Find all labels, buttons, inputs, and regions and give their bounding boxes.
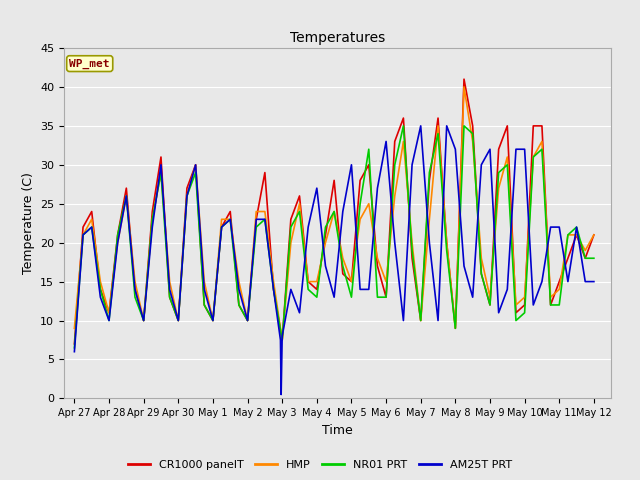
AM25T PRT: [277, 392, 285, 397]
NR01 PRT: [252, 224, 260, 230]
HMP: [590, 232, 598, 238]
AM25T PRT: [417, 123, 424, 129]
Legend: CR1000 panelT, HMP, NR01 PRT, AM25T PRT: CR1000 panelT, HMP, NR01 PRT, AM25T PRT: [124, 456, 516, 474]
AM25T PRT: [581, 279, 589, 285]
CR1000 panelT: [382, 294, 390, 300]
HMP: [70, 325, 78, 331]
CR1000 panelT: [252, 216, 260, 222]
Line: AM25T PRT: AM25T PRT: [74, 126, 594, 395]
Line: NR01 PRT: NR01 PRT: [74, 126, 594, 348]
NR01 PRT: [348, 294, 355, 300]
NR01 PRT: [175, 318, 182, 324]
CR1000 panelT: [70, 341, 78, 347]
Title: Temperatures: Temperatures: [290, 32, 385, 46]
X-axis label: Time: Time: [322, 424, 353, 437]
HMP: [460, 84, 468, 90]
NR01 PRT: [529, 154, 537, 160]
HMP: [391, 193, 399, 199]
AM25T PRT: [235, 287, 243, 292]
Line: CR1000 panelT: CR1000 panelT: [74, 79, 594, 344]
CR1000 panelT: [175, 318, 182, 324]
CR1000 panelT: [590, 232, 598, 238]
CR1000 panelT: [529, 123, 537, 129]
HMP: [252, 209, 260, 215]
NR01 PRT: [590, 255, 598, 261]
HMP: [192, 162, 200, 168]
HMP: [356, 216, 364, 222]
NR01 PRT: [382, 294, 390, 300]
AM25T PRT: [70, 349, 78, 355]
CR1000 panelT: [348, 279, 355, 285]
HMP: [278, 337, 286, 343]
Y-axis label: Temperature (C): Temperature (C): [22, 172, 35, 274]
CR1000 panelT: [460, 76, 468, 82]
NR01 PRT: [192, 170, 200, 176]
AM25T PRT: [218, 224, 225, 230]
HMP: [538, 139, 546, 144]
AM25T PRT: [443, 123, 451, 129]
NR01 PRT: [399, 123, 407, 129]
AM25T PRT: [313, 185, 321, 191]
AM25T PRT: [590, 279, 598, 285]
CR1000 panelT: [192, 162, 200, 168]
NR01 PRT: [70, 345, 78, 351]
HMP: [175, 318, 182, 324]
Line: HMP: HMP: [74, 87, 594, 340]
AM25T PRT: [330, 294, 338, 300]
Text: WP_met: WP_met: [70, 59, 110, 69]
